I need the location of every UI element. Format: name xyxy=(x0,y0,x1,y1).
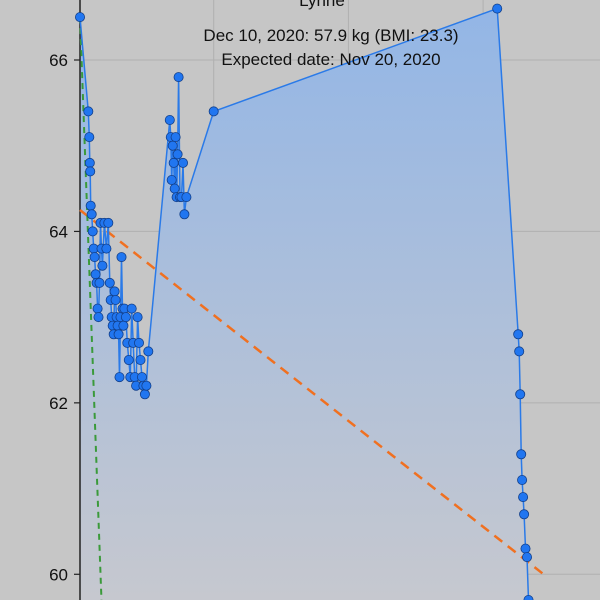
weight-point xyxy=(113,329,124,340)
weight-markers xyxy=(75,3,534,600)
y-tick-label: 62 xyxy=(49,394,68,413)
weight-point xyxy=(173,72,184,83)
weight-point xyxy=(516,449,527,460)
weight-point xyxy=(114,372,125,383)
weight-point xyxy=(103,217,114,228)
weight-point xyxy=(141,380,152,391)
weight-area-fill xyxy=(80,8,529,600)
trend-line xyxy=(79,209,545,576)
weight-point xyxy=(92,303,103,314)
weight-point xyxy=(85,200,96,211)
weight-point xyxy=(101,243,112,254)
y-tick-label: 64 xyxy=(49,222,68,241)
weight-point xyxy=(136,372,147,383)
weight-point xyxy=(517,474,528,485)
weight-point xyxy=(133,337,144,348)
weight-point xyxy=(84,157,95,168)
weight-point xyxy=(514,346,525,357)
weight-point xyxy=(181,192,192,203)
weight-point xyxy=(523,595,534,600)
weight-point xyxy=(75,12,86,23)
weight-point xyxy=(90,269,101,280)
weight-area xyxy=(80,8,529,600)
y-tick-label: 60 xyxy=(49,565,68,584)
weight-point xyxy=(519,509,530,520)
y-tick-label: 66 xyxy=(49,51,68,70)
weight-point xyxy=(120,312,131,323)
weight-point xyxy=(93,312,104,323)
weight-point xyxy=(167,140,178,151)
weight-point xyxy=(94,277,105,288)
weight-point xyxy=(492,3,503,14)
weight-point xyxy=(143,346,154,357)
weight-point xyxy=(104,277,115,288)
weight-point xyxy=(85,166,96,177)
weight-point xyxy=(87,226,98,237)
weight-point xyxy=(116,252,127,263)
weight-point xyxy=(123,354,134,365)
weight-point xyxy=(172,149,183,160)
target-line xyxy=(79,17,103,600)
reference-lines xyxy=(79,17,545,600)
weight-point xyxy=(109,286,120,297)
weight-point xyxy=(139,389,150,400)
weight-point xyxy=(166,174,177,185)
weight-point xyxy=(89,252,100,263)
weight-point xyxy=(170,132,181,143)
weight-point xyxy=(515,389,526,400)
weight-point xyxy=(84,132,95,143)
weight-point xyxy=(135,354,146,365)
weight-point xyxy=(168,157,179,168)
weight-point xyxy=(522,552,533,563)
weight-point xyxy=(132,312,143,323)
weight-point xyxy=(177,157,188,168)
weight-point xyxy=(518,492,529,503)
chart-subtitle-current: Dec 10, 2020: 57.9 kg (BMI: 23.3) xyxy=(203,26,458,45)
weight-point xyxy=(208,106,219,117)
weight-point xyxy=(97,260,108,271)
weight-point xyxy=(513,329,524,340)
chart-title: Lynne xyxy=(299,0,345,10)
y-axis xyxy=(74,0,81,600)
weight-point xyxy=(164,115,175,126)
weight-point xyxy=(179,209,190,220)
weight-point xyxy=(126,303,137,314)
chart-subtitle-expected: Expected date: Nov 20, 2020 xyxy=(221,50,440,69)
weight-point xyxy=(520,543,531,554)
weight-point xyxy=(83,106,94,117)
weight-point xyxy=(110,294,121,305)
chart-header: Lynne Dec 10, 2020: 57.9 kg (BMI: 23.3) … xyxy=(203,0,458,69)
weight-point xyxy=(169,183,180,194)
y-tick-labels: 60 62 64 66 xyxy=(49,51,68,584)
weight-point xyxy=(118,320,129,331)
weight-point xyxy=(86,209,97,220)
